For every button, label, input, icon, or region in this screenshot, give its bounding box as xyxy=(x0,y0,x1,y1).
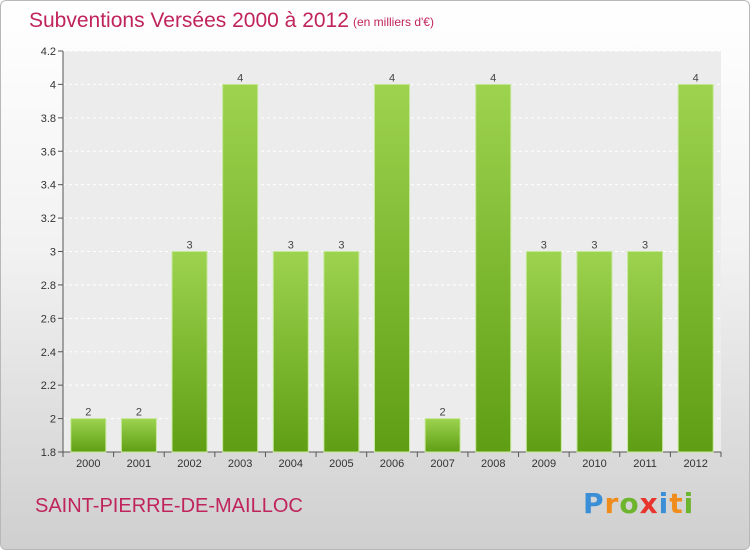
proxiti-logo: Proxiti xyxy=(583,487,694,520)
y-tick-label: 2 xyxy=(50,414,56,426)
bar xyxy=(272,251,309,453)
data-label: 3 xyxy=(642,240,648,252)
y-tick-label: 3 xyxy=(50,247,56,259)
y-tick-label: 2.4 xyxy=(41,347,56,359)
x-tick-label: 2005 xyxy=(329,458,353,470)
bars xyxy=(70,83,714,453)
data-label: 2 xyxy=(85,407,91,419)
x-tick-label: 2007 xyxy=(430,458,454,470)
x-tick-label: 2004 xyxy=(279,458,303,470)
data-label: 3 xyxy=(186,240,192,252)
y-tick-label: 2.8 xyxy=(41,280,56,292)
data-label: 3 xyxy=(591,240,597,252)
y-tick-label: 1.8 xyxy=(41,447,56,459)
bar xyxy=(576,251,613,453)
commune-name: SAINT-PIERRE-DE-MAILLOC xyxy=(35,495,303,517)
data-label: 4 xyxy=(389,72,395,84)
brand-letter: t xyxy=(669,487,684,520)
x-tick-label: 2001 xyxy=(127,458,151,470)
data-label: 2 xyxy=(440,407,446,419)
y-tick-label: 2.6 xyxy=(41,313,56,325)
x-tick-label: 2010 xyxy=(582,458,606,470)
bar xyxy=(374,83,410,453)
data-label: 4 xyxy=(490,72,496,84)
data-label: 3 xyxy=(541,240,547,252)
x-tick-label: 2006 xyxy=(380,458,404,470)
data-labels: 2 2 3 4 3 3 4 2 4 3 3 3 4 xyxy=(85,72,699,418)
brand-letter: r xyxy=(604,487,620,520)
bar xyxy=(677,83,714,453)
y-tick-label: 3.6 xyxy=(41,146,56,158)
brand-letter: i xyxy=(683,487,695,520)
y-tick-label: 4.2 xyxy=(41,46,56,58)
brand-letter: i xyxy=(658,487,670,520)
y-tick-label: 2.2 xyxy=(41,380,56,392)
bar xyxy=(627,251,664,453)
brand-letter: o xyxy=(619,487,640,520)
chart-unit: (en milliers d'€) xyxy=(353,15,434,29)
chart-title: Subventions Versées 2000 à 2012 xyxy=(29,9,349,32)
bar xyxy=(525,251,562,453)
bar xyxy=(475,83,512,453)
data-label: 3 xyxy=(288,240,294,252)
data-label: 4 xyxy=(693,72,699,84)
x-tick-label: 2011 xyxy=(633,458,657,470)
bar xyxy=(171,251,208,453)
x-tick-label: 2012 xyxy=(683,458,707,470)
y-tick-label: 3.2 xyxy=(41,213,56,225)
bar xyxy=(424,418,461,453)
brand-letter: P xyxy=(583,487,605,520)
bar xyxy=(222,83,259,453)
y-tick-label: 3.8 xyxy=(41,113,56,125)
brand-letter: x xyxy=(639,487,659,520)
bar xyxy=(323,251,360,453)
bar xyxy=(120,418,157,453)
x-tick-label: 2000 xyxy=(76,458,100,470)
x-tick-label: 2002 xyxy=(177,458,201,470)
data-label: 2 xyxy=(136,407,142,419)
y-tick-label: 4 xyxy=(50,79,56,91)
x-tick-label: 2008 xyxy=(481,458,505,470)
data-label: 4 xyxy=(237,72,243,84)
x-tick-label: 2009 xyxy=(532,458,556,470)
y-tick-label: 3.4 xyxy=(41,180,56,192)
x-tick-label: 2003 xyxy=(228,458,252,470)
data-label: 3 xyxy=(338,240,344,252)
bar xyxy=(70,418,107,453)
